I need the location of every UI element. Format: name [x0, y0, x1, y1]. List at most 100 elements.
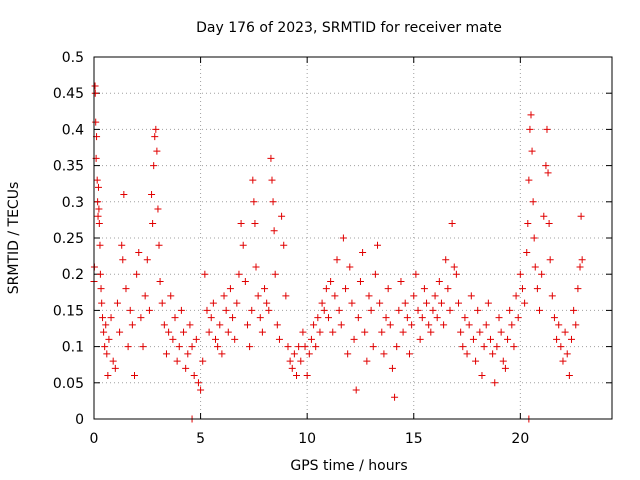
data-point	[559, 357, 567, 365]
data-point	[497, 328, 505, 336]
data-point	[350, 335, 358, 343]
data-point	[120, 191, 128, 199]
data-point	[572, 321, 580, 329]
data-point	[150, 162, 158, 170]
data-point	[101, 343, 109, 351]
data-point	[384, 285, 392, 293]
data-point	[491, 379, 499, 387]
data-point	[508, 321, 516, 329]
data-point	[119, 256, 127, 264]
data-point	[420, 285, 428, 293]
data-point	[557, 343, 565, 351]
data-point	[284, 343, 292, 351]
data-point	[418, 314, 426, 322]
data-point	[235, 270, 243, 278]
data-point	[374, 241, 382, 249]
data-point	[548, 292, 556, 300]
data-point	[386, 321, 394, 329]
data-point	[273, 321, 281, 329]
data-point	[97, 285, 105, 293]
data-point	[329, 328, 337, 336]
data-point	[268, 176, 276, 184]
data-point	[499, 357, 507, 365]
data-point	[137, 314, 145, 322]
data-point	[116, 328, 124, 336]
data-point	[320, 306, 328, 314]
data-point	[201, 270, 209, 278]
data-point	[98, 299, 106, 307]
y-tick-label: 0.25	[53, 231, 84, 247]
data-point	[280, 241, 288, 249]
data-point	[237, 220, 245, 228]
data-point	[162, 350, 170, 358]
data-point	[249, 176, 257, 184]
data-point	[435, 277, 443, 285]
data-point	[412, 270, 420, 278]
data-point	[118, 241, 126, 249]
data-point	[148, 191, 156, 199]
data-point	[526, 125, 534, 133]
x-tick-label: 20	[511, 431, 529, 447]
data-point	[312, 343, 320, 351]
data-point	[546, 256, 554, 264]
data-point	[239, 241, 247, 249]
data-point	[578, 256, 586, 264]
data-point	[197, 386, 205, 394]
data-point	[533, 285, 541, 293]
data-point	[203, 306, 211, 314]
data-point	[288, 364, 296, 372]
data-point	[331, 292, 339, 300]
data-point	[184, 350, 192, 358]
data-point	[348, 299, 356, 307]
data-point	[143, 256, 151, 264]
data-point	[216, 321, 224, 329]
data-point	[545, 220, 553, 228]
y-tick-label: 0.05	[53, 376, 84, 392]
data-point	[444, 285, 452, 293]
data-point	[155, 241, 163, 249]
data-point	[103, 350, 111, 358]
data-point	[525, 176, 533, 184]
data-point	[380, 350, 388, 358]
data-point	[427, 328, 435, 336]
y-axis-label: SRMTID / TECUs	[6, 182, 22, 295]
data-point	[270, 227, 278, 235]
data-point	[482, 321, 490, 329]
data-point	[131, 372, 139, 380]
data-point	[102, 321, 110, 329]
data-point	[367, 306, 375, 314]
data-point	[175, 343, 183, 351]
data-point	[113, 299, 121, 307]
x-tick-label: 0	[90, 431, 99, 447]
data-point	[182, 364, 190, 372]
data-point	[180, 328, 188, 336]
data-point	[416, 335, 424, 343]
data-point	[135, 248, 143, 256]
data-point	[310, 321, 318, 329]
data-point	[151, 133, 159, 141]
data-point	[192, 335, 200, 343]
data-point	[527, 111, 535, 119]
data-point	[152, 125, 160, 133]
data-point	[495, 314, 503, 322]
data-point	[563, 350, 571, 358]
data-point	[346, 263, 354, 271]
data-point	[94, 212, 102, 220]
data-point	[550, 314, 558, 322]
data-point	[544, 169, 552, 177]
data-point	[133, 270, 141, 278]
data-point	[267, 154, 275, 162]
data-point	[486, 335, 494, 343]
data-point	[446, 306, 454, 314]
data-point	[530, 234, 538, 242]
data-point	[399, 328, 407, 336]
data-point	[414, 306, 422, 314]
data-point	[261, 285, 269, 293]
data-point	[378, 328, 386, 336]
data-point	[160, 321, 168, 329]
data-point	[171, 314, 179, 322]
data-point	[342, 285, 350, 293]
data-point	[256, 314, 264, 322]
data-point	[484, 299, 492, 307]
data-point	[469, 335, 477, 343]
